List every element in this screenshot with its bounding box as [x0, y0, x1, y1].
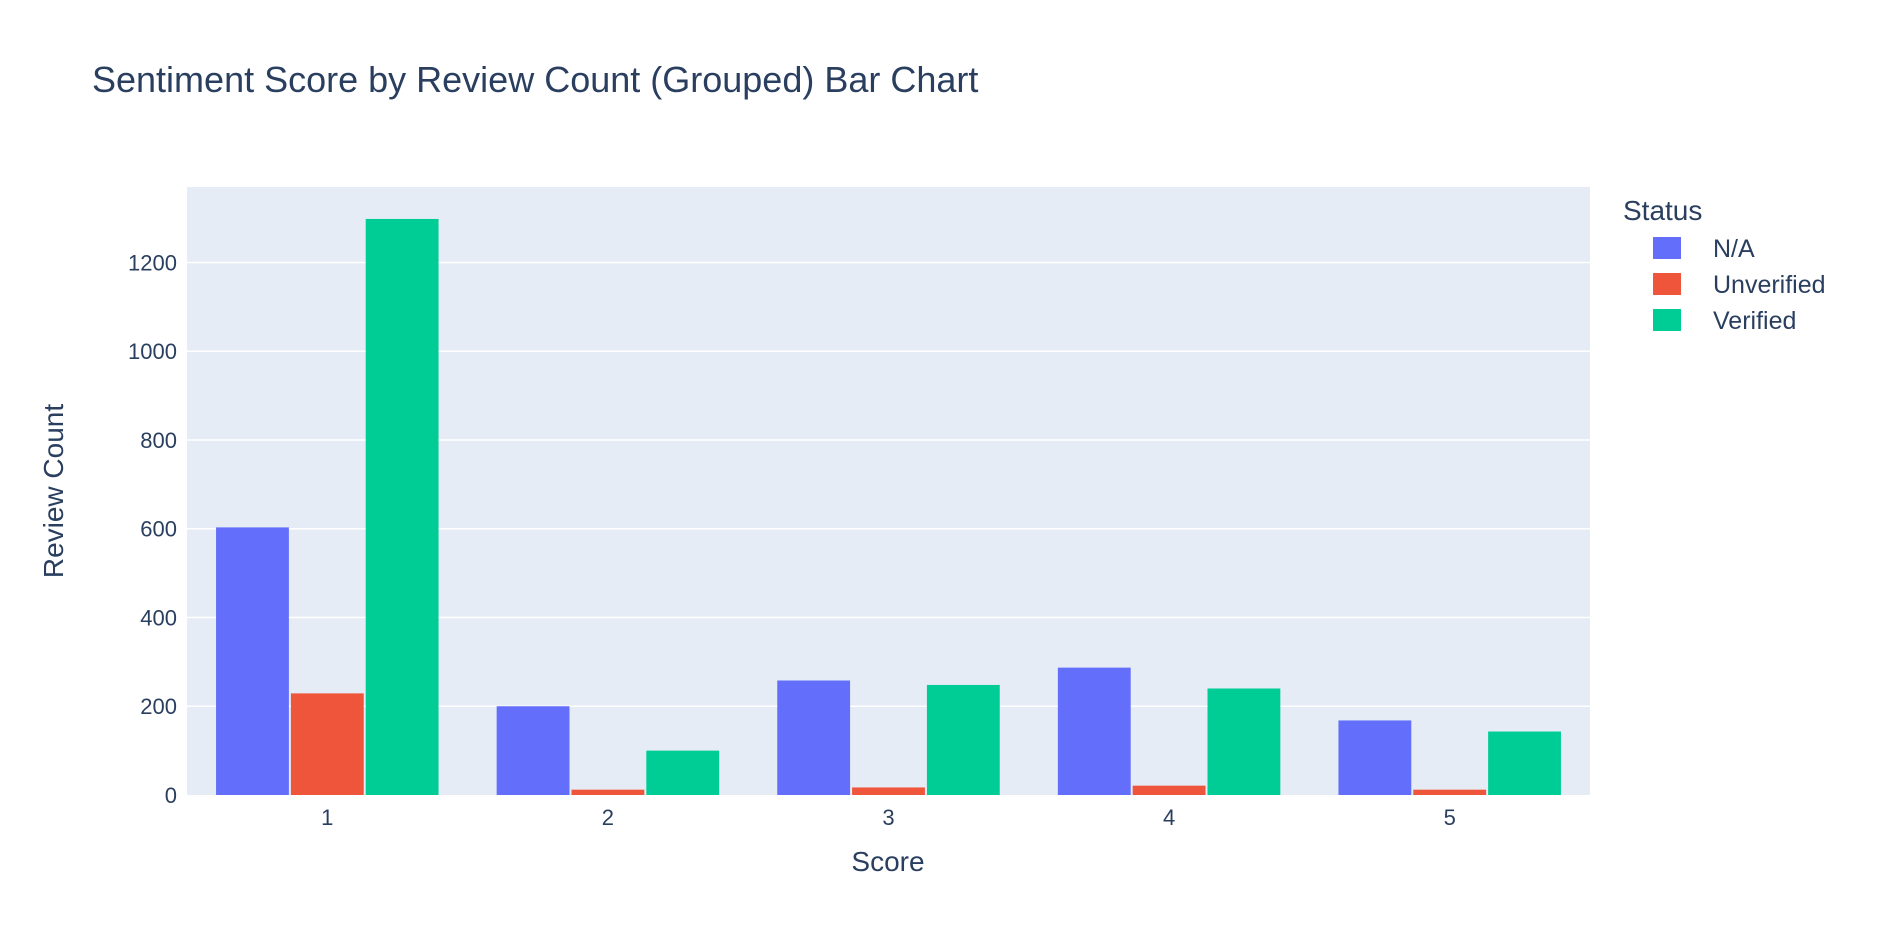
bar-n-a-score-1: [216, 527, 289, 795]
bar-unverified-score-2: [571, 789, 645, 795]
x-axis-title: Score: [851, 846, 924, 877]
y-axis-ticks: 0 200 400 600 800 1000 1200: [128, 250, 177, 808]
bars: [216, 218, 1561, 796]
bar-n-a-score-3: [777, 680, 851, 795]
y-tick-label: 1200: [128, 250, 177, 275]
legend-label: Verified: [1713, 307, 1796, 335]
legend-items: N/A Unverified Verified: [1653, 235, 1826, 335]
bar-verified-score-3: [926, 684, 1000, 795]
bar-unverified-score-1: [290, 693, 364, 795]
legend-swatch: [1653, 273, 1681, 295]
legend-title: Status: [1623, 195, 1702, 226]
x-tick-label: 4: [1163, 805, 1175, 830]
legend-swatch: [1653, 309, 1681, 331]
x-tick-label: 2: [602, 805, 614, 830]
x-tick-label: 1: [321, 805, 333, 830]
bar-n-a-score-5: [1338, 720, 1412, 795]
x-axis-ticks: 1 2 3 4 5: [321, 805, 1456, 830]
y-axis-title: Review Count: [38, 404, 69, 579]
bar-verified-score-1: [365, 218, 439, 796]
legend-label: Unverified: [1713, 271, 1826, 299]
bar-unverified-score-3: [852, 787, 925, 795]
bar-unverified-score-5: [1413, 789, 1487, 795]
y-tick-label: 0: [165, 783, 177, 808]
bar-n-a-score-2: [496, 706, 570, 795]
bar-verified-score-2: [646, 750, 720, 795]
legend: Status N/A Unverified Verified: [1623, 195, 1826, 335]
legend-swatch: [1653, 237, 1681, 259]
x-tick-label: 5: [1444, 805, 1456, 830]
bar-n-a-score-4: [1057, 667, 1131, 795]
legend-label: N/A: [1713, 235, 1755, 263]
bar-unverified-score-4: [1132, 785, 1206, 795]
y-tick-label: 200: [140, 694, 177, 719]
chart-title: Sentiment Score by Review Count (Grouped…: [92, 59, 978, 100]
y-tick-label: 600: [140, 517, 177, 542]
x-tick-label: 3: [882, 805, 894, 830]
bar-verified-score-4: [1207, 688, 1281, 795]
y-tick-label: 1000: [128, 339, 177, 364]
y-tick-label: 800: [140, 428, 177, 453]
y-tick-label: 400: [140, 605, 177, 630]
bar-verified-score-5: [1488, 731, 1561, 795]
